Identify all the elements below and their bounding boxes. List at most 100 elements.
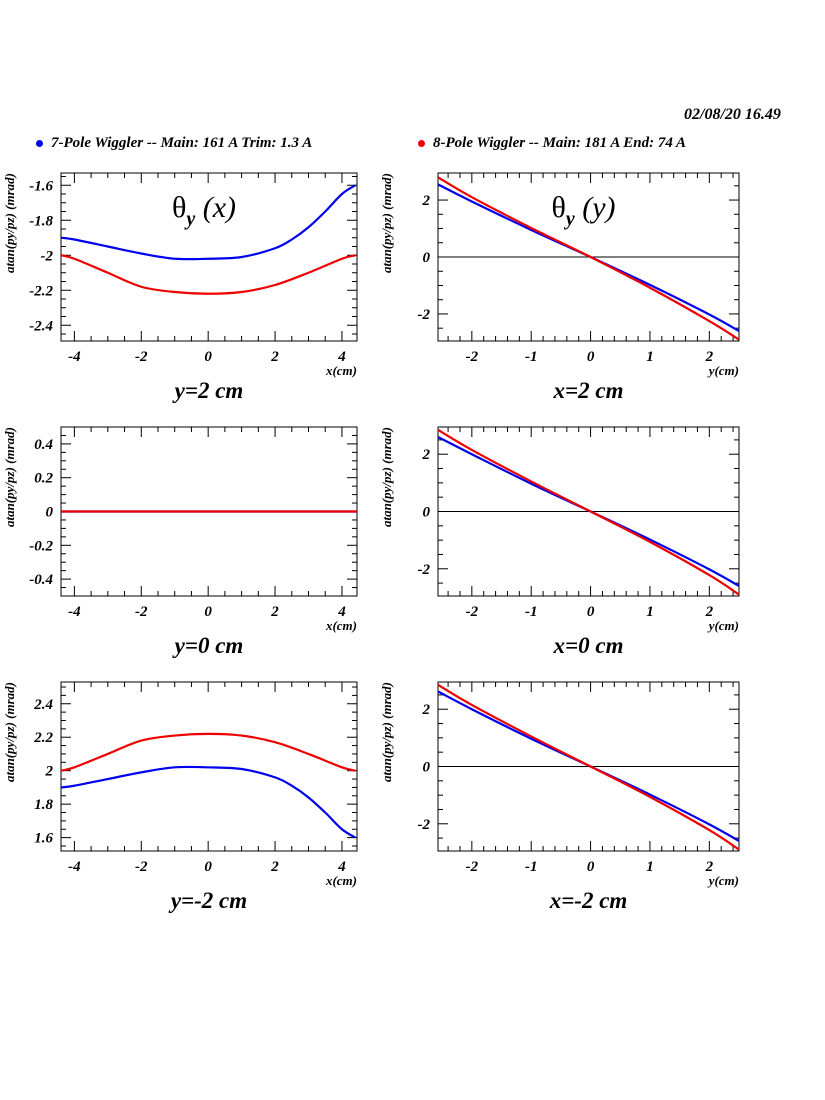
panel-caption: y=2 cm [172,378,244,403]
y-tick-label: -0.4 [29,572,53,588]
x-tick-label: 4 [337,349,346,365]
legend-label: 7-Pole Wiggler -- Main: 161 A Trim: 1.3 … [51,135,313,151]
x-tick-label: 2 [270,604,279,620]
legend-item-7-pole: 7-Pole Wiggler -- Main: 161 A Trim: 1.3 … [36,135,312,152]
y-tick-label: 2 [45,764,54,780]
series-8-pole-line [437,428,740,596]
x-tick-label: -4 [68,604,81,620]
x-tick-label: -2 [135,859,148,875]
x-tick-label: 0 [204,604,212,620]
panel-title: θy (x) [172,191,236,230]
y-tick-label: -0.2 [29,538,53,554]
x-tick-label: -1 [525,604,538,620]
y-tick-label: 2 [422,447,431,463]
ticks [438,682,739,851]
panel-caption: y=0 cm [172,633,244,658]
x-tick-label: 1 [646,859,654,875]
panel-5: -4 -2 0 2 4 1.6 1.8 2 2.2 2.4 x(cm) atan(py/pz) (mr… [2,681,358,913]
ticks [61,173,357,341]
y-tick-label: 0 [423,505,431,521]
x-tick-label: 1 [646,349,654,365]
y-tick-label: -2 [418,562,431,578]
x-tick-label: -4 [68,859,81,875]
y-axis-label: atan(py/pz) (mrad) [379,173,394,273]
series-7-pole-line [60,765,356,839]
ticks [61,682,357,851]
y-tick-label: 1.8 [34,797,53,813]
y-axis-label: atan(py/pz) (mrad) [2,427,17,527]
series-8-pole-line [437,176,740,341]
series-8-pole-line [60,254,356,295]
x-tick-label: 2 [705,349,714,365]
plot-frame [60,172,358,342]
panel-caption: x=0 cm [553,633,624,658]
y-tick-label: 0 [46,505,54,521]
x-axis-label: x(cm) [325,873,357,888]
y-tick-label: -2 [41,248,54,264]
x-tick-label: -2 [466,349,479,365]
x-tick-label: -4 [68,349,81,365]
legend-marker-blue [36,140,43,148]
panel-caption: x=-2 cm [549,888,628,913]
y-tick-label: -2 [418,817,431,833]
y-axis-label: atan(py/pz) (mrad) [2,682,17,782]
x-axis-label: y(cm) [707,618,739,633]
x-tick-label: -2 [466,859,479,875]
y-tick-label: -2.2 [29,283,53,299]
x-tick-label: 0 [204,859,212,875]
legend-marker-red [418,140,425,148]
x-tick-label: 4 [337,604,346,620]
series-7-pole-line [60,184,356,261]
panel-caption: x=2 cm [553,378,624,403]
panel-1: -4 -2 0 2 4 -2.4 -2.2 -2 -1.8 -1.6 x(cm) atan(py/pz… [2,172,358,403]
x-tick-label: 0 [587,349,595,365]
x-tick-label: -1 [525,349,538,365]
legend-label: 8-Pole Wiggler -- Main: 181 A End: 74 A [433,135,687,151]
legend-item-8-pole: 8-Pole Wiggler -- Main: 181 A End: 74 A [418,135,686,152]
x-axis-label: y(cm) [707,363,739,378]
x-axis-label: x(cm) [325,618,357,633]
x-tick-label: -2 [135,349,148,365]
y-tick-label: 0 [423,250,431,266]
x-tick-label: 0 [204,349,212,365]
y-tick-label: 2.4 [33,697,53,713]
series-8-pole-line [437,683,740,851]
panel-3: -4 -2 0 2 4 -0.4 -0.2 0 0.2 0.4 x(cm) atan(py/pz) (… [2,426,358,658]
y-axis-label: atan(py/pz) (mrad) [2,173,17,273]
x-axis-label: x(cm) [325,363,357,378]
y-tick-label: -1.6 [29,178,53,194]
x-tick-label: 0 [587,859,595,875]
x-tick-label: -1 [525,859,538,875]
y-tick-label: -2 [418,307,431,323]
x-tick-label: -2 [466,604,479,620]
y-tick-label: 2 [422,702,431,718]
x-tick-label: 2 [270,349,279,365]
x-tick-label: 2 [705,859,714,875]
y-axis-label: atan(py/pz) (mrad) [379,427,394,527]
y-tick-label: 2.2 [33,730,53,746]
x-tick-label: 2 [705,604,714,620]
y-tick-label: 0.4 [34,437,53,453]
y-tick-label: -1.8 [29,213,53,229]
y-tick-label: 0 [423,760,431,776]
x-axis-label: y(cm) [707,873,739,888]
plot-frame [60,681,358,852]
panel-title: θy (y) [551,191,615,230]
x-tick-label: 2 [270,859,279,875]
x-tick-label: 1 [646,604,654,620]
y-tick-label: 0.2 [34,471,53,487]
timestamp: 02/08/20 16.49 [684,106,781,123]
y-tick-label: 1.6 [34,831,53,847]
x-tick-label: -2 [135,604,148,620]
x-tick-label: 0 [587,604,595,620]
series-8-pole-line [60,732,356,772]
ticks [438,427,739,596]
y-axis-label: atan(py/pz) (mrad) [379,682,394,782]
y-tick-label: 2 [422,193,431,209]
y-tick-label: -2.4 [29,318,53,334]
panel-caption: y=-2 cm [168,888,247,913]
